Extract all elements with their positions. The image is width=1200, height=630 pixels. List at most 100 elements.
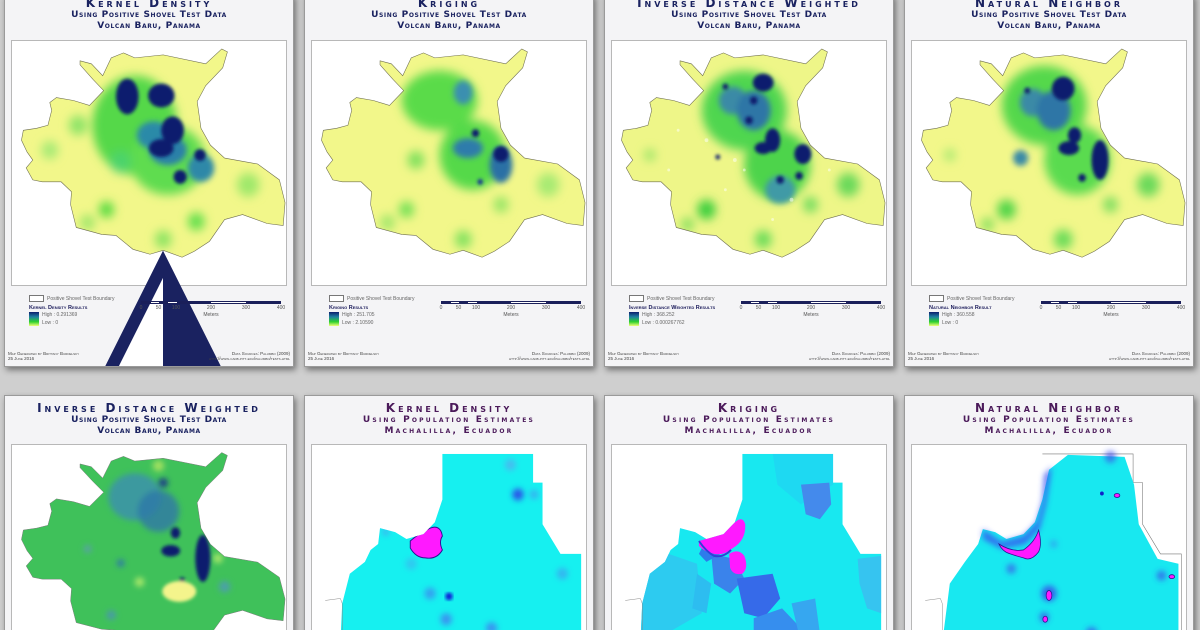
map-location: Machalilla, Ecuador xyxy=(684,426,814,436)
map-credits: Map Generated by Brittany Burdelsky 25 J… xyxy=(908,351,1190,361)
map-title: Kernel Density xyxy=(385,401,513,415)
map-frame xyxy=(611,444,887,630)
map-credits: Map Generated by Brittany Burdelsky 25 J… xyxy=(608,351,890,361)
map-credits: Map Generated by Brittany Burdelsky 25 J… xyxy=(8,351,290,361)
map-panel-kernel-density-panama: Kernel Density Using Positive Shovel Tes… xyxy=(4,0,294,367)
map-title: Kernel Density xyxy=(85,0,213,10)
scale-tick: 50 xyxy=(455,305,462,311)
boundary-label: Positive Shovel Test Boundary xyxy=(47,295,115,302)
results-title: Inverse Distance Weighted Results xyxy=(629,305,716,311)
scale-bar: 0 50 100 200 300 400 Meters xyxy=(1039,301,1185,318)
credit-url: http://www.cadb.pitt.edu/palumbo/tests.h… xyxy=(508,356,590,361)
map-panel-natural-neighbor-ecuador: Natural Neighbor Using Population Estima… xyxy=(904,395,1194,630)
map-panel-kriging-panama: Kriging Using Positive Shovel Test Data … xyxy=(304,0,594,367)
scale-tick: 50 xyxy=(155,305,162,311)
map-legend: Positive Shovel Test Boundary Inverse Di… xyxy=(629,295,715,326)
credit-author: Map Generated by Brittany Burdelsky xyxy=(8,351,80,356)
ramp-low-label: Low : 0 xyxy=(42,320,59,326)
map-location: Volcan Baru, Panama xyxy=(97,21,201,31)
credit-date: 25 June 2016 xyxy=(8,356,35,361)
boundary-label: Positive Shovel Test Boundary xyxy=(347,295,415,302)
credit-source: Data Sources: Palumbo (2009) xyxy=(531,351,590,356)
map-subtitle: Using Population Estimates xyxy=(662,415,836,425)
results-title: Kriging Results xyxy=(329,305,369,311)
map-subtitle: Using Population Estimates xyxy=(962,415,1136,425)
scale-tick: 0 xyxy=(1039,305,1043,311)
map-title: Natural Neighbor xyxy=(975,401,1123,415)
scale-tick: 100 xyxy=(771,305,781,311)
scale-tick: 200 xyxy=(1106,305,1116,311)
scale-tick: 400 xyxy=(276,305,286,311)
idw-raster xyxy=(621,48,886,258)
kriging-raster xyxy=(321,48,586,258)
ramp-low-label: Low : 2.10590 xyxy=(342,320,374,326)
credit-url: http://www.cadb.pitt.edu/palumbo/tests.h… xyxy=(208,356,290,361)
map-panel-kriging-ecuador: Kriging Using Population Estimates Macha… xyxy=(604,395,894,630)
scale-tick: 200 xyxy=(206,305,216,311)
credit-author: Map Generated by Brittany Burdelsky xyxy=(308,351,380,356)
boundary-label: Positive Shovel Test Boundary xyxy=(647,295,715,302)
map-location: Volcan Baru, Panama xyxy=(97,426,201,436)
scale-unit: Meters xyxy=(1103,312,1119,318)
map-subtitle: Using Positive Shovel Test Data xyxy=(671,10,827,20)
ramp-low-label: Low : 0 xyxy=(942,320,959,326)
map-subtitle: Using Positive Shovel Test Data xyxy=(71,415,227,425)
map-legend: Positive Shovel Test Boundary Kriging Re… xyxy=(329,295,414,326)
boundary-swatch xyxy=(929,295,944,302)
scale-tick: 400 xyxy=(576,305,586,311)
map-legend: Positive Shovel Test Boundary Natural Ne… xyxy=(929,295,1014,326)
svg-text:N: N xyxy=(117,362,194,367)
ramp-high-label: High : 360.558 xyxy=(942,312,975,318)
map-title: Kriging xyxy=(417,0,481,10)
scale-tick: 200 xyxy=(806,305,816,311)
map-subtitle: Using Positive Shovel Test Data xyxy=(971,10,1127,20)
scale-tick: 50 xyxy=(1055,305,1062,311)
scale-tick: 50 xyxy=(755,305,762,311)
map-frame: N xyxy=(911,40,1187,286)
natural-neighbor-raster xyxy=(921,48,1186,258)
map-subtitle: Using Positive Shovel Test Data xyxy=(371,10,527,20)
map-legend: Positive Shovel Test Boundary Kernel Den… xyxy=(29,295,114,326)
ramp-high-label: High : 251.705 xyxy=(342,312,375,318)
scale-unit: Meters xyxy=(803,312,819,318)
scale-tick: 100 xyxy=(1071,305,1081,311)
scale-tick: 400 xyxy=(1176,305,1186,311)
map-location: Volcan Baru, Panama xyxy=(397,21,501,31)
boundary-swatch xyxy=(29,295,44,302)
map-subtitle: Using Positive Shovel Test Data xyxy=(71,10,227,20)
credit-date: 25 June 2016 xyxy=(608,356,635,361)
boundary-label: Positive Shovel Test Boundary xyxy=(947,295,1015,302)
map-location: Machalilla, Ecuador xyxy=(384,426,514,436)
map-frame: N xyxy=(311,40,587,286)
scale-tick: 100 xyxy=(171,305,181,311)
map-panel-kernel-density-ecuador: Kernel Density Using Population Estimate… xyxy=(304,395,594,630)
map-location: Machalilla, Ecuador xyxy=(984,426,1114,436)
population-kriging-raster xyxy=(625,453,882,630)
credit-date: 25 June 2016 xyxy=(908,356,935,361)
scale-bar: 0 50 100 200 300 400 Meters xyxy=(740,301,885,318)
color-ramp xyxy=(329,312,339,326)
scale-tick: 300 xyxy=(241,305,251,311)
scale-tick: 0 xyxy=(139,305,143,311)
map-subtitle: Using Population Estimates xyxy=(362,415,536,425)
map-title: Kriging xyxy=(717,401,781,415)
scale-tick: 0 xyxy=(439,305,443,311)
results-title: Kernel Density Results xyxy=(29,305,88,311)
map-frame xyxy=(311,444,587,630)
ramp-high-label: High : 368.252 xyxy=(642,312,675,318)
map-panel-idw-panama: Inverse Distance Weighted Using Positive… xyxy=(604,0,894,367)
map-credits: Map Generated by Brittany Burdelsky 25 J… xyxy=(308,351,590,361)
scale-tick: 400 xyxy=(876,305,886,311)
credit-url: http://www.cadb.pitt.edu/palumbo/tests.h… xyxy=(808,356,890,361)
scale-tick: 300 xyxy=(541,305,551,311)
scale-tick: 200 xyxy=(506,305,516,311)
boundary-swatch xyxy=(629,295,644,302)
map-title: Inverse Distance Weighted xyxy=(637,0,861,10)
scale-unit: Meters xyxy=(503,312,519,318)
credit-date: 25 June 2016 xyxy=(308,356,335,361)
map-title: Inverse Distance Weighted xyxy=(37,401,261,415)
scale-tick: 100 xyxy=(471,305,481,311)
idw-green-raster xyxy=(21,452,286,630)
scale-tick: 300 xyxy=(1141,305,1151,311)
map-panel-idw-panama-2: Inverse Distance Weighted Using Positive… xyxy=(4,395,294,630)
